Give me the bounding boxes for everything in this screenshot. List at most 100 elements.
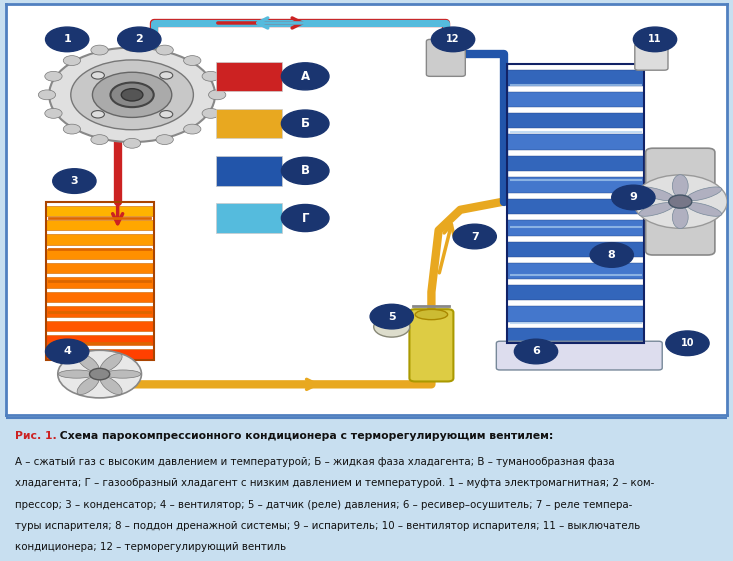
- Bar: [45, 306, 154, 316]
- Text: Схема парокомпрессионного кондиционера с терморегулирующим вентилем:: Схема парокомпрессионного кондиционера с…: [56, 431, 553, 441]
- Circle shape: [71, 60, 194, 130]
- Bar: [507, 242, 644, 257]
- Circle shape: [45, 71, 62, 81]
- Text: хладагента; Г – газообразный хладагент с низким давлением и температурой. 1 – му: хладагента; Г – газообразный хладагент с…: [15, 478, 654, 488]
- Circle shape: [156, 135, 173, 145]
- Ellipse shape: [415, 310, 448, 320]
- Circle shape: [118, 27, 161, 52]
- Bar: [507, 306, 644, 322]
- Ellipse shape: [686, 187, 721, 201]
- Text: Рис. 1.: Рис. 1.: [15, 431, 56, 441]
- Text: 6: 6: [532, 347, 540, 356]
- Circle shape: [202, 71, 219, 81]
- FancyBboxPatch shape: [496, 341, 662, 370]
- Circle shape: [91, 45, 108, 55]
- Text: А – сжатый газ с высоким давлением и температурой; Б – жидкая фаза хладагента; В: А – сжатый газ с высоким давлением и тем…: [15, 457, 614, 467]
- Circle shape: [156, 45, 173, 55]
- Circle shape: [281, 63, 329, 90]
- Ellipse shape: [105, 370, 141, 378]
- FancyBboxPatch shape: [635, 44, 668, 70]
- FancyBboxPatch shape: [216, 203, 282, 233]
- Ellipse shape: [100, 353, 122, 372]
- Circle shape: [633, 27, 677, 52]
- Circle shape: [63, 124, 81, 134]
- Circle shape: [38, 90, 56, 100]
- Text: 7: 7: [471, 232, 479, 241]
- Text: 11: 11: [648, 34, 662, 44]
- Circle shape: [92, 72, 104, 79]
- Bar: [45, 220, 154, 231]
- Text: кондиционера; 12 – терморегулирующий вентиль: кондиционера; 12 – терморегулирующий вен…: [15, 542, 286, 553]
- Text: 8: 8: [608, 250, 616, 260]
- Circle shape: [666, 331, 709, 356]
- Circle shape: [633, 175, 727, 228]
- Ellipse shape: [77, 376, 99, 394]
- Text: туры испарителя; 8 – поддон дренажной системы; 9 – испаритель; 10 – вентилятор и: туры испарителя; 8 – поддон дренажной си…: [15, 521, 640, 531]
- Circle shape: [668, 195, 692, 208]
- Circle shape: [63, 56, 81, 66]
- Circle shape: [45, 27, 89, 52]
- Text: прессор; 3 – конденсатор; 4 – вентилятор; 5 – датчик (реле) давления; 6 – ресиве: прессор; 3 – конденсатор; 4 – вентилятор…: [15, 500, 632, 509]
- Bar: [507, 64, 644, 343]
- Bar: [45, 263, 154, 273]
- Bar: [507, 156, 644, 172]
- Text: Б: Б: [301, 117, 309, 130]
- Circle shape: [374, 316, 410, 337]
- Circle shape: [183, 56, 201, 66]
- FancyBboxPatch shape: [410, 309, 454, 381]
- Circle shape: [45, 339, 89, 364]
- Bar: [507, 220, 644, 236]
- FancyBboxPatch shape: [427, 39, 465, 76]
- Circle shape: [92, 72, 172, 117]
- FancyBboxPatch shape: [646, 148, 715, 255]
- Circle shape: [45, 108, 62, 118]
- Text: 1: 1: [63, 34, 71, 44]
- Bar: [45, 335, 154, 346]
- Bar: [45, 249, 154, 259]
- Ellipse shape: [672, 206, 688, 228]
- Circle shape: [49, 48, 215, 142]
- Circle shape: [281, 157, 329, 185]
- Bar: [45, 278, 154, 288]
- Ellipse shape: [686, 203, 721, 217]
- Circle shape: [123, 139, 141, 148]
- Bar: [45, 234, 154, 245]
- Text: 4: 4: [63, 347, 71, 356]
- Circle shape: [281, 110, 329, 137]
- Bar: [507, 70, 644, 85]
- Text: В: В: [301, 164, 309, 177]
- Text: 3: 3: [70, 176, 78, 186]
- Bar: [45, 350, 154, 360]
- Circle shape: [370, 304, 413, 329]
- Bar: [507, 91, 644, 107]
- Bar: [45, 320, 154, 331]
- Ellipse shape: [100, 376, 122, 394]
- Text: А: А: [301, 70, 310, 83]
- Bar: [507, 177, 644, 193]
- Circle shape: [183, 124, 201, 134]
- Bar: [507, 135, 644, 150]
- Text: 2: 2: [136, 34, 143, 44]
- Circle shape: [121, 89, 143, 101]
- Circle shape: [612, 185, 655, 210]
- Ellipse shape: [59, 370, 95, 378]
- Circle shape: [432, 27, 475, 52]
- Text: 9: 9: [630, 192, 637, 203]
- Text: 5: 5: [388, 311, 396, 321]
- Circle shape: [281, 204, 329, 232]
- FancyBboxPatch shape: [216, 62, 282, 91]
- Ellipse shape: [672, 174, 688, 197]
- Circle shape: [590, 243, 633, 267]
- Circle shape: [202, 108, 219, 118]
- Circle shape: [515, 339, 558, 364]
- Bar: [507, 113, 644, 128]
- Ellipse shape: [639, 203, 674, 217]
- Bar: [507, 199, 644, 214]
- Circle shape: [453, 224, 496, 249]
- Circle shape: [209, 90, 226, 100]
- FancyBboxPatch shape: [216, 109, 282, 139]
- Bar: [45, 206, 154, 216]
- Bar: [507, 263, 644, 279]
- Circle shape: [123, 42, 141, 51]
- Ellipse shape: [77, 353, 99, 372]
